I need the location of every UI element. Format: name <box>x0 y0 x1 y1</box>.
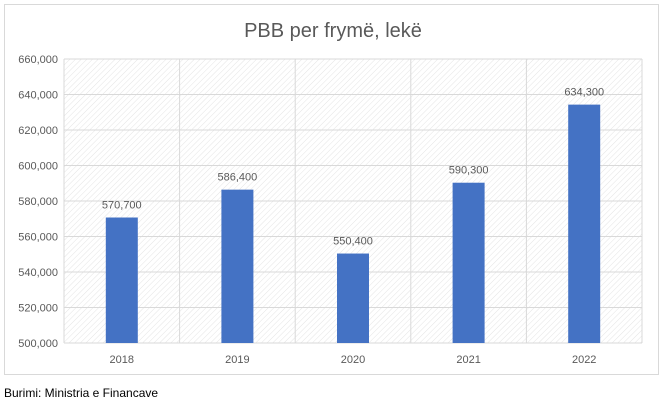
data-label: 590,300 <box>449 165 489 177</box>
bar <box>568 104 601 344</box>
bars <box>105 104 601 344</box>
y-tick-label: 560,000 <box>18 232 58 244</box>
x-tick-label: 2021 <box>456 354 480 366</box>
bar <box>221 189 254 343</box>
data-labels: 570,700 586,400 550,400 590,300 634,300 <box>102 87 604 248</box>
x-tick-label: 2019 <box>225 354 249 366</box>
y-tick-label: 580,000 <box>18 196 58 208</box>
y-tick-label: 600,000 <box>18 161 58 173</box>
data-label: 634,300 <box>564 87 604 99</box>
y-tick-label: 520,000 <box>18 303 58 315</box>
y-tick-label: 640,000 <box>18 90 58 102</box>
bar <box>337 253 369 343</box>
data-label: 550,400 <box>333 236 373 248</box>
chart-frame: PBB per frymë, lekë 500,000 520,000 540,00… <box>4 4 659 375</box>
y-tick-label: 660,000 <box>18 54 58 66</box>
y-tick-label: 620,000 <box>18 125 58 137</box>
data-label: 586,400 <box>218 172 258 184</box>
bar <box>105 217 138 343</box>
x-tick-label: 2022 <box>572 354 596 366</box>
bar-chart: PBB per frymë, lekë 500,000 520,000 540,00… <box>18 20 643 366</box>
x-tick-label: 2020 <box>341 354 365 366</box>
x-tick-label: 2018 <box>110 354 134 366</box>
x-axis-tick-labels: 2018 2019 2020 2021 2022 <box>110 354 597 366</box>
y-axis-tick-labels: 500,000 520,000 540,000 560,000 580,000 600,0… <box>18 54 58 350</box>
source-note: Burimi: Ministria e Financave <box>4 386 159 400</box>
data-label: 570,700 <box>102 200 142 212</box>
bar <box>452 182 485 343</box>
chart-title: PBB per frymë, lekë <box>244 20 422 42</box>
y-tick-label: 500,000 <box>18 338 58 350</box>
y-tick-label: 540,000 <box>18 267 58 279</box>
